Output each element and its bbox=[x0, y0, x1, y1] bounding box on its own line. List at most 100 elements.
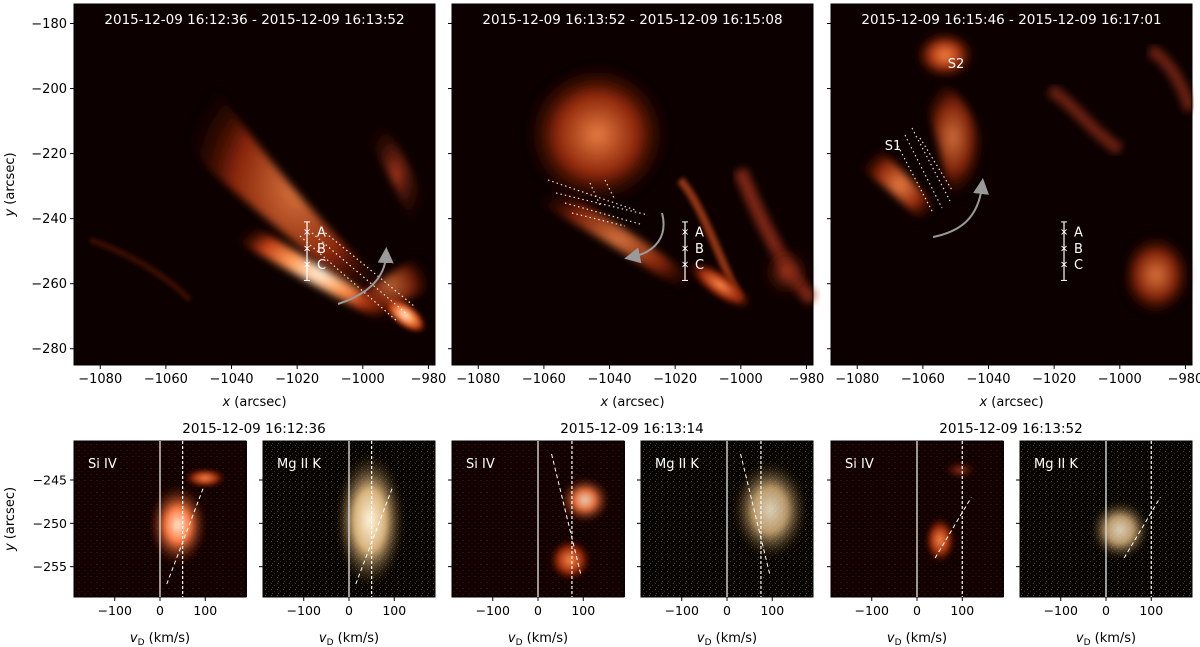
x-axis-label: x (arcsec) bbox=[599, 395, 664, 410]
x-tick-label: −1060 bbox=[522, 372, 566, 387]
y-axis-label: y (arcsec) bbox=[3, 487, 18, 552]
x-tick-label: −100 bbox=[855, 603, 889, 618]
x-tick-label: −1020 bbox=[1032, 372, 1076, 387]
slit-marker-label: C bbox=[317, 258, 326, 273]
tilt-fit-line bbox=[1123, 497, 1161, 559]
region-label: S1 bbox=[885, 139, 902, 154]
bottom-group-title: 2015-12-09 16:13:14 bbox=[560, 421, 703, 437]
y-tick-label: −180 bbox=[31, 17, 67, 32]
x-axis-label: vD (km/s) bbox=[1076, 631, 1136, 647]
slit-marker-label: A bbox=[695, 226, 704, 241]
x-axis-label: vD (km/s) bbox=[697, 631, 757, 647]
x-tick-label: −100 bbox=[287, 603, 321, 618]
x-tick-label: −1020 bbox=[653, 372, 697, 387]
x-tick-label: −1040 bbox=[967, 372, 1011, 387]
slit-marker-label: C bbox=[1074, 258, 1083, 273]
x-tick-label: −1020 bbox=[275, 372, 319, 387]
x-axis-label: vD (km/s) bbox=[508, 631, 568, 647]
top-panel-title: 2015-12-09 16:13:52 - 2015-12-09 16:15:0… bbox=[482, 12, 782, 28]
x-tick-label: 100 bbox=[760, 603, 784, 618]
line-label: Mg II K bbox=[1034, 457, 1078, 472]
y-tick-label: −255 bbox=[33, 559, 67, 574]
x-tick-label: −980 bbox=[789, 372, 825, 387]
x-tick-label: 100 bbox=[950, 603, 974, 618]
region-label: S2 bbox=[948, 57, 965, 72]
line-label: Mg II K bbox=[655, 457, 699, 472]
image-structure bbox=[515, 61, 818, 311]
x-tick-label: −1000 bbox=[1098, 372, 1142, 387]
tilt-fit-line bbox=[934, 497, 972, 559]
slit-marker-label: B bbox=[695, 242, 704, 257]
x-tick-label: −100 bbox=[98, 603, 132, 618]
y-tick-label: −260 bbox=[31, 277, 67, 292]
top-panel-title: 2015-12-09 16:15:46 - 2015-12-09 16:17:0… bbox=[861, 12, 1161, 28]
slit-marker: × bbox=[681, 227, 689, 238]
x-tick-label: −1000 bbox=[719, 372, 763, 387]
image-structure bbox=[89, 45, 432, 335]
tilt-fit-line bbox=[355, 488, 393, 585]
x-axis-label: x (arcsec) bbox=[221, 395, 286, 410]
x-tick-label: −1040 bbox=[588, 372, 632, 387]
y-axis-label: y (arcsec) bbox=[3, 152, 18, 217]
y-tick-label: −240 bbox=[31, 212, 67, 227]
slit-marker-label: C bbox=[695, 258, 704, 273]
x-tick-label: 100 bbox=[571, 603, 595, 618]
x-tick-label: −100 bbox=[476, 603, 510, 618]
slit-marker-label: B bbox=[317, 242, 326, 257]
x-tick-label: −980 bbox=[1168, 372, 1200, 387]
y-tick-label: −250 bbox=[33, 516, 67, 531]
x-tick-label: −100 bbox=[665, 603, 699, 618]
x-tick-label: 100 bbox=[382, 603, 406, 618]
x-axis-label: vD (km/s) bbox=[887, 631, 947, 647]
top-axes-frame bbox=[830, 3, 1193, 366]
slit-marker: × bbox=[681, 243, 689, 254]
x-tick-label: −980 bbox=[411, 372, 447, 387]
x-tick-label: −100 bbox=[1044, 603, 1078, 618]
slit-marker: × bbox=[303, 227, 311, 238]
x-tick-label: 0 bbox=[345, 603, 353, 618]
x-tick-label: −1000 bbox=[341, 372, 385, 387]
rotation-arrow bbox=[624, 212, 665, 264]
tilt-fit-line bbox=[166, 488, 204, 585]
x-tick-label: 0 bbox=[534, 603, 542, 618]
rotation-arrow bbox=[932, 178, 990, 238]
x-tick-label: 0 bbox=[723, 603, 731, 618]
slit-marker-label: A bbox=[1074, 226, 1083, 241]
top-axes-frame bbox=[73, 3, 436, 366]
slit-lines bbox=[897, 127, 953, 214]
slit-marker: × bbox=[1060, 227, 1068, 238]
x-tick-label: 100 bbox=[1139, 603, 1163, 618]
bottom-group-title: 2015-12-09 16:12:36 bbox=[182, 421, 325, 437]
y-tick-label: −280 bbox=[31, 342, 67, 357]
top-panel-1 bbox=[74, 4, 435, 365]
top-panel-title: 2015-12-09 16:12:36 - 2015-12-09 16:13:5… bbox=[104, 12, 404, 28]
x-tick-label: 0 bbox=[1102, 603, 1110, 618]
x-tick-label: −1040 bbox=[210, 372, 254, 387]
slit-marker: × bbox=[1060, 260, 1068, 271]
y-tick-label: −245 bbox=[33, 473, 67, 488]
x-axis-label: x (arcsec) bbox=[978, 395, 1043, 410]
slit-marker: × bbox=[303, 243, 311, 254]
x-tick-label: 0 bbox=[156, 603, 164, 618]
x-axis-label: vD (km/s) bbox=[130, 631, 190, 647]
x-tick-label: −1080 bbox=[835, 372, 879, 387]
slit-marker-label: A bbox=[317, 226, 326, 241]
line-label: Mg II K bbox=[277, 457, 321, 472]
top-axes-frame bbox=[451, 3, 814, 366]
top-panel-2 bbox=[452, 4, 818, 365]
line-label: Si IV bbox=[88, 457, 117, 472]
slit-lines bbox=[547, 179, 649, 227]
x-tick-label: 0 bbox=[913, 603, 921, 618]
image-structure bbox=[855, 31, 1196, 317]
x-tick-label: 100 bbox=[193, 603, 217, 618]
rotation-arrow bbox=[337, 247, 394, 305]
line-label: Si IV bbox=[845, 457, 874, 472]
line-label: Si IV bbox=[466, 457, 495, 472]
slit-marker: × bbox=[303, 260, 311, 271]
slit-marker: × bbox=[1060, 243, 1068, 254]
slit-marker-label: B bbox=[1074, 242, 1083, 257]
spectral-emission bbox=[148, 452, 1150, 588]
x-tick-label: −1060 bbox=[901, 372, 945, 387]
y-tick-label: −200 bbox=[31, 82, 67, 97]
slit-marker: × bbox=[681, 260, 689, 271]
